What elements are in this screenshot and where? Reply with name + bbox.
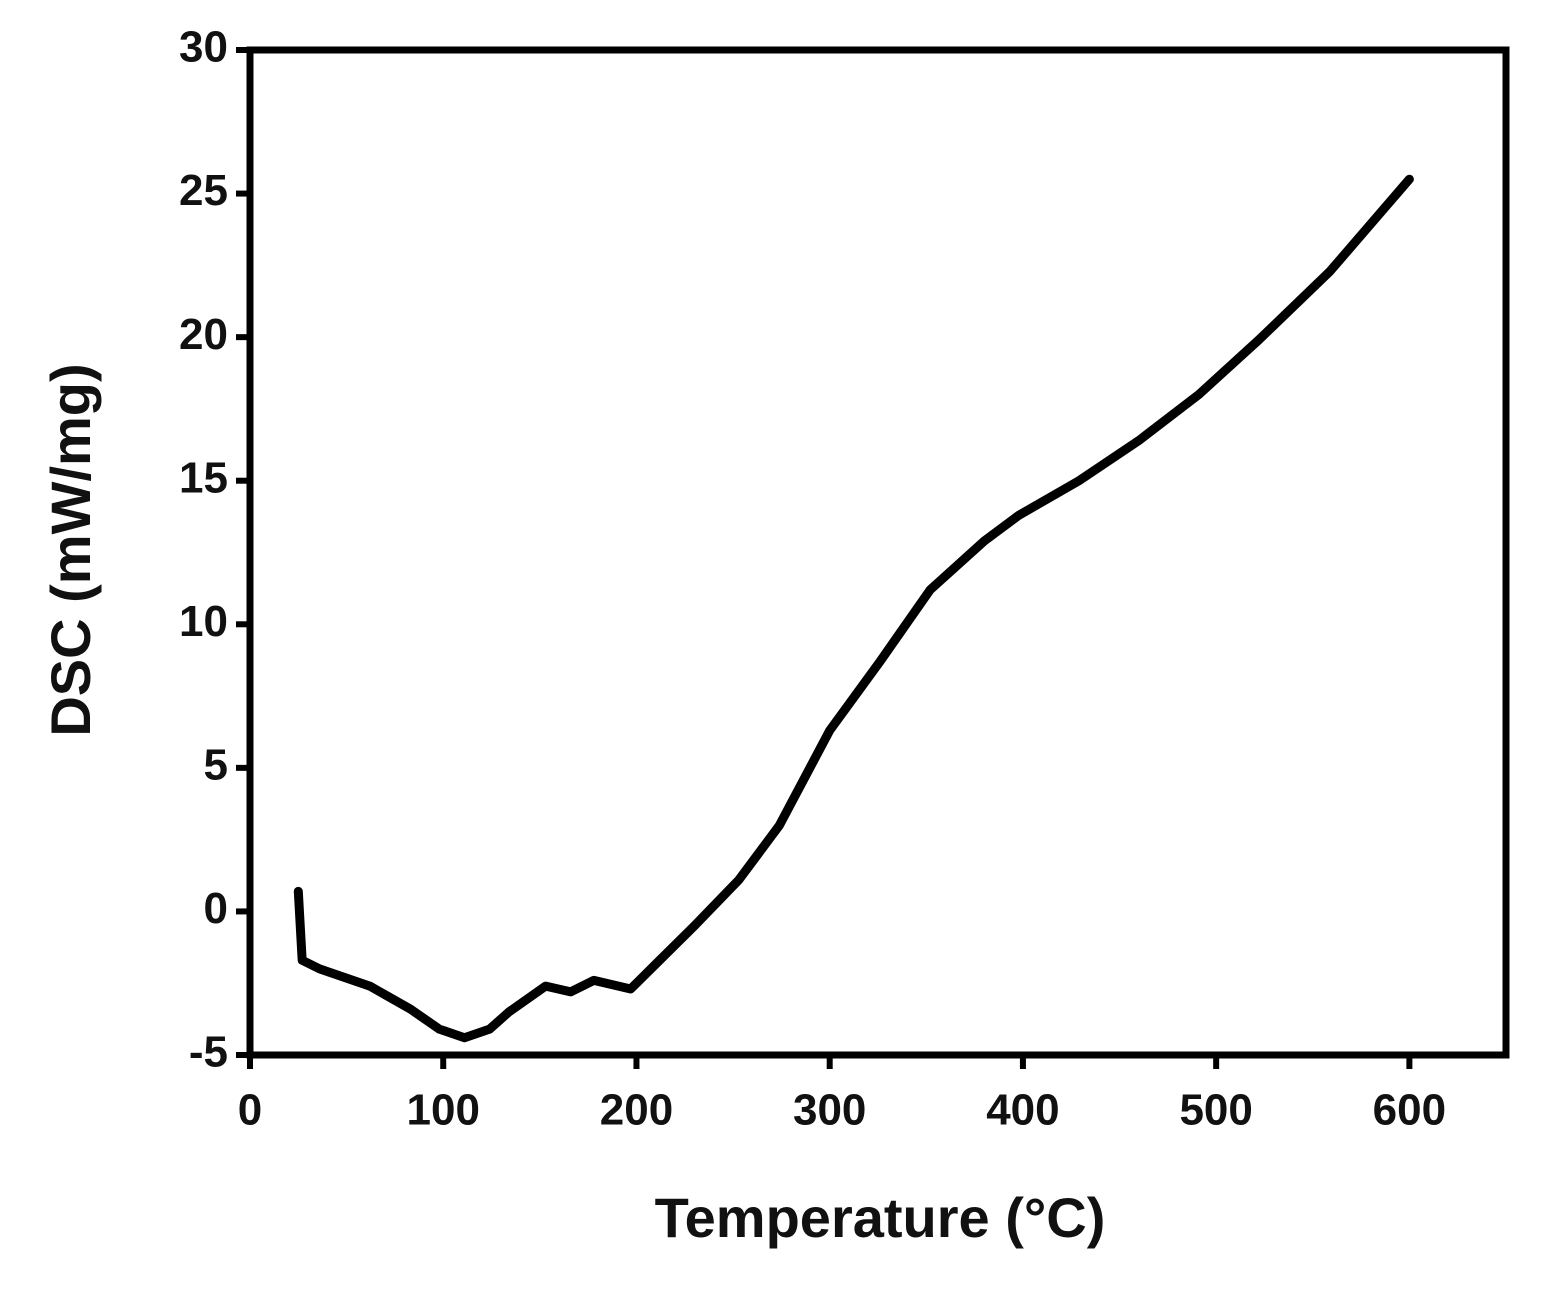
- x-axis-title: Temperature (°C): [655, 1186, 1106, 1249]
- y-tick-label: 10: [179, 597, 228, 646]
- x-tick-label: 300: [793, 1086, 866, 1135]
- x-tick-label: 400: [986, 1086, 1059, 1135]
- y-tick-label: -5: [189, 1028, 228, 1077]
- x-tick-label: 600: [1373, 1086, 1446, 1135]
- x-tick-label: 200: [600, 1086, 673, 1135]
- y-tick-label: 20: [179, 310, 228, 359]
- x-tick-label: 500: [1179, 1086, 1252, 1135]
- data-line: [293, 174, 1414, 1043]
- y-tick-label: 25: [179, 166, 228, 215]
- y-tick-label: 15: [179, 453, 228, 502]
- plot-frame: [246, 46, 1510, 1059]
- x-tick-label: 100: [407, 1086, 480, 1135]
- x-tick-label: 0: [238, 1086, 262, 1135]
- y-tick-label: 5: [204, 740, 228, 789]
- y-axis-title: DSC (mW/mg): [39, 363, 102, 736]
- y-tick-label: 30: [179, 23, 228, 72]
- y-tick-label: 0: [204, 884, 228, 933]
